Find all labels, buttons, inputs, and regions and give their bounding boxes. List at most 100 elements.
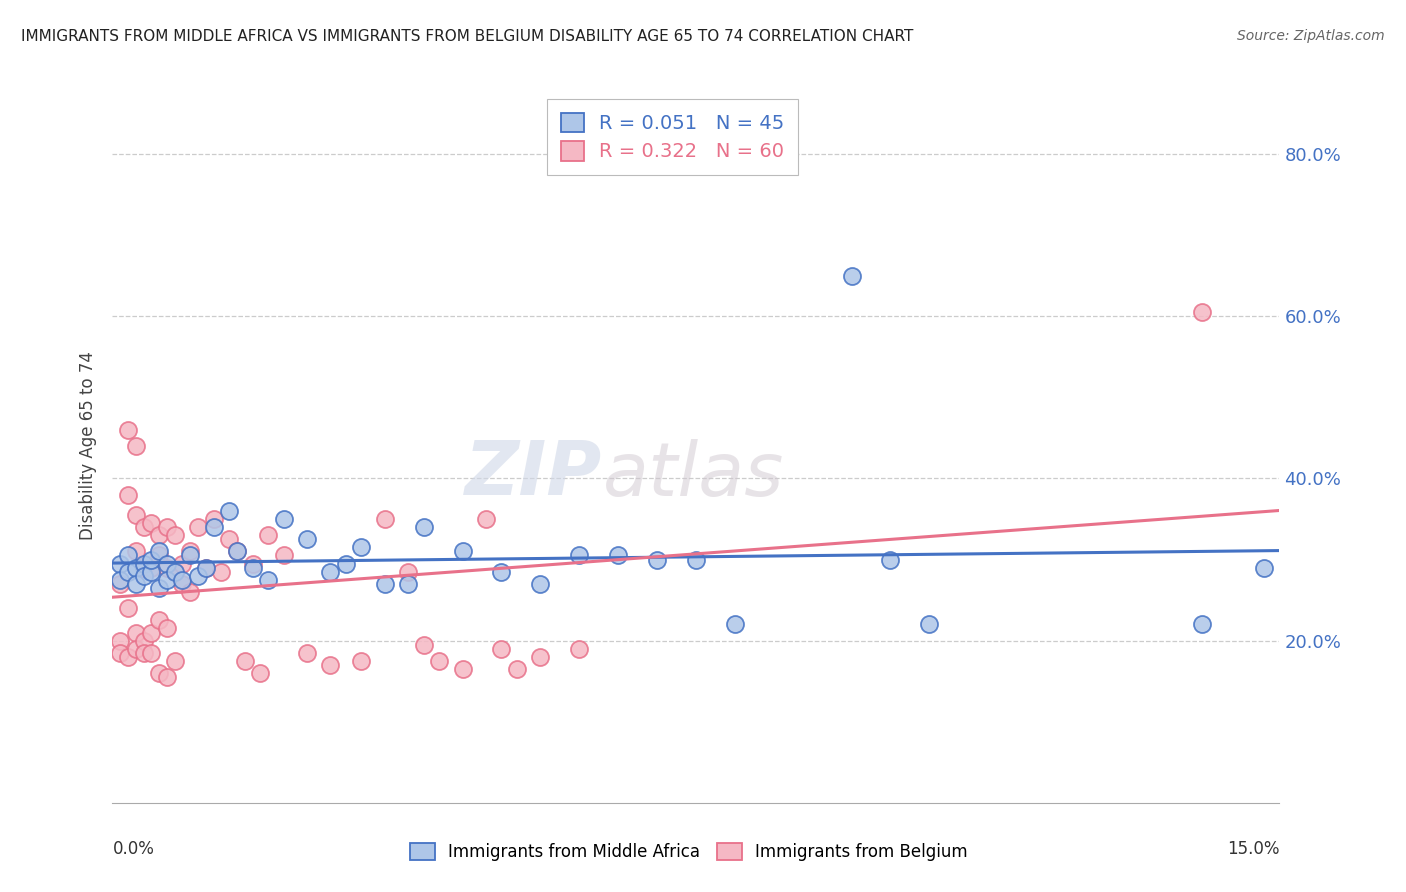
Point <box>148 544 170 558</box>
Point <box>374 577 396 591</box>
Point <box>110 633 132 648</box>
Legend: R = 0.051   N = 45, R = 0.322   N = 60: R = 0.051 N = 45, R = 0.322 N = 60 <box>547 99 799 175</box>
Point <box>148 549 170 563</box>
Point <box>132 520 155 534</box>
Point <box>125 577 148 591</box>
Point <box>163 565 186 579</box>
Point <box>879 552 901 566</box>
Point <box>148 528 170 542</box>
Point <box>427 654 450 668</box>
Point <box>451 544 474 558</box>
Point <box>117 565 139 579</box>
Point <box>179 585 201 599</box>
Point <box>110 646 132 660</box>
Point <box>918 617 941 632</box>
Point <box>156 573 179 587</box>
Point <box>350 654 373 668</box>
Point <box>179 544 201 558</box>
Point <box>451 662 474 676</box>
Point <box>141 560 163 574</box>
Point <box>172 573 194 587</box>
Point <box>125 508 148 522</box>
Point <box>257 573 280 587</box>
Point <box>273 549 295 563</box>
Point <box>148 666 170 681</box>
Text: 0.0%: 0.0% <box>112 840 155 858</box>
Point <box>491 565 513 579</box>
Point <box>209 565 232 579</box>
Point <box>117 649 139 664</box>
Point <box>125 544 148 558</box>
Point <box>568 641 591 656</box>
Point <box>141 625 163 640</box>
Point <box>607 549 630 563</box>
Point <box>568 549 591 563</box>
Point <box>179 549 201 563</box>
Point <box>475 512 498 526</box>
Point <box>242 560 264 574</box>
Point <box>335 557 357 571</box>
Point <box>1191 617 1213 632</box>
Text: 15.0%: 15.0% <box>1227 840 1279 858</box>
Point <box>132 646 155 660</box>
Point <box>194 560 217 574</box>
Point <box>491 641 513 656</box>
Point <box>242 557 264 571</box>
Point <box>156 520 179 534</box>
Point <box>226 544 249 558</box>
Point <box>110 557 132 571</box>
Point <box>202 512 225 526</box>
Point <box>117 488 139 502</box>
Point <box>350 541 373 555</box>
Point <box>396 577 419 591</box>
Point <box>724 617 747 632</box>
Point <box>163 565 186 579</box>
Point <box>412 520 434 534</box>
Point <box>125 625 148 640</box>
Point <box>202 520 225 534</box>
Point <box>117 549 139 563</box>
Point <box>141 565 163 579</box>
Text: Source: ZipAtlas.com: Source: ZipAtlas.com <box>1237 29 1385 43</box>
Text: atlas: atlas <box>603 439 785 510</box>
Point <box>319 657 342 672</box>
Text: IMMIGRANTS FROM MIDDLE AFRICA VS IMMIGRANTS FROM BELGIUM DISABILITY AGE 65 TO 74: IMMIGRANTS FROM MIDDLE AFRICA VS IMMIGRA… <box>21 29 914 44</box>
Point <box>132 568 155 582</box>
Legend: Immigrants from Middle Africa, Immigrants from Belgium: Immigrants from Middle Africa, Immigrant… <box>404 836 974 868</box>
Text: ZIP: ZIP <box>465 438 603 511</box>
Point <box>257 528 280 542</box>
Point <box>841 268 863 283</box>
Point <box>132 557 155 571</box>
Point <box>295 533 318 547</box>
Point <box>295 646 318 660</box>
Point <box>125 560 148 574</box>
Point <box>249 666 271 681</box>
Point <box>156 670 179 684</box>
Point <box>172 577 194 591</box>
Point <box>396 565 419 579</box>
Point <box>273 512 295 526</box>
Point <box>156 560 179 574</box>
Point <box>172 557 194 571</box>
Point <box>1191 305 1213 319</box>
Point <box>685 552 707 566</box>
Point <box>117 423 139 437</box>
Point <box>529 649 551 664</box>
Point <box>110 573 132 587</box>
Point <box>187 520 209 534</box>
Point <box>125 641 148 656</box>
Point <box>529 577 551 591</box>
Point <box>412 638 434 652</box>
Point <box>110 577 132 591</box>
Point <box>141 646 163 660</box>
Point <box>645 552 668 566</box>
Point <box>141 552 163 566</box>
Point <box>156 622 179 636</box>
Point <box>1253 560 1275 574</box>
Point <box>141 516 163 530</box>
Point <box>218 504 240 518</box>
Point <box>226 544 249 558</box>
Point <box>156 557 179 571</box>
Point <box>148 613 170 627</box>
Point <box>132 560 155 574</box>
